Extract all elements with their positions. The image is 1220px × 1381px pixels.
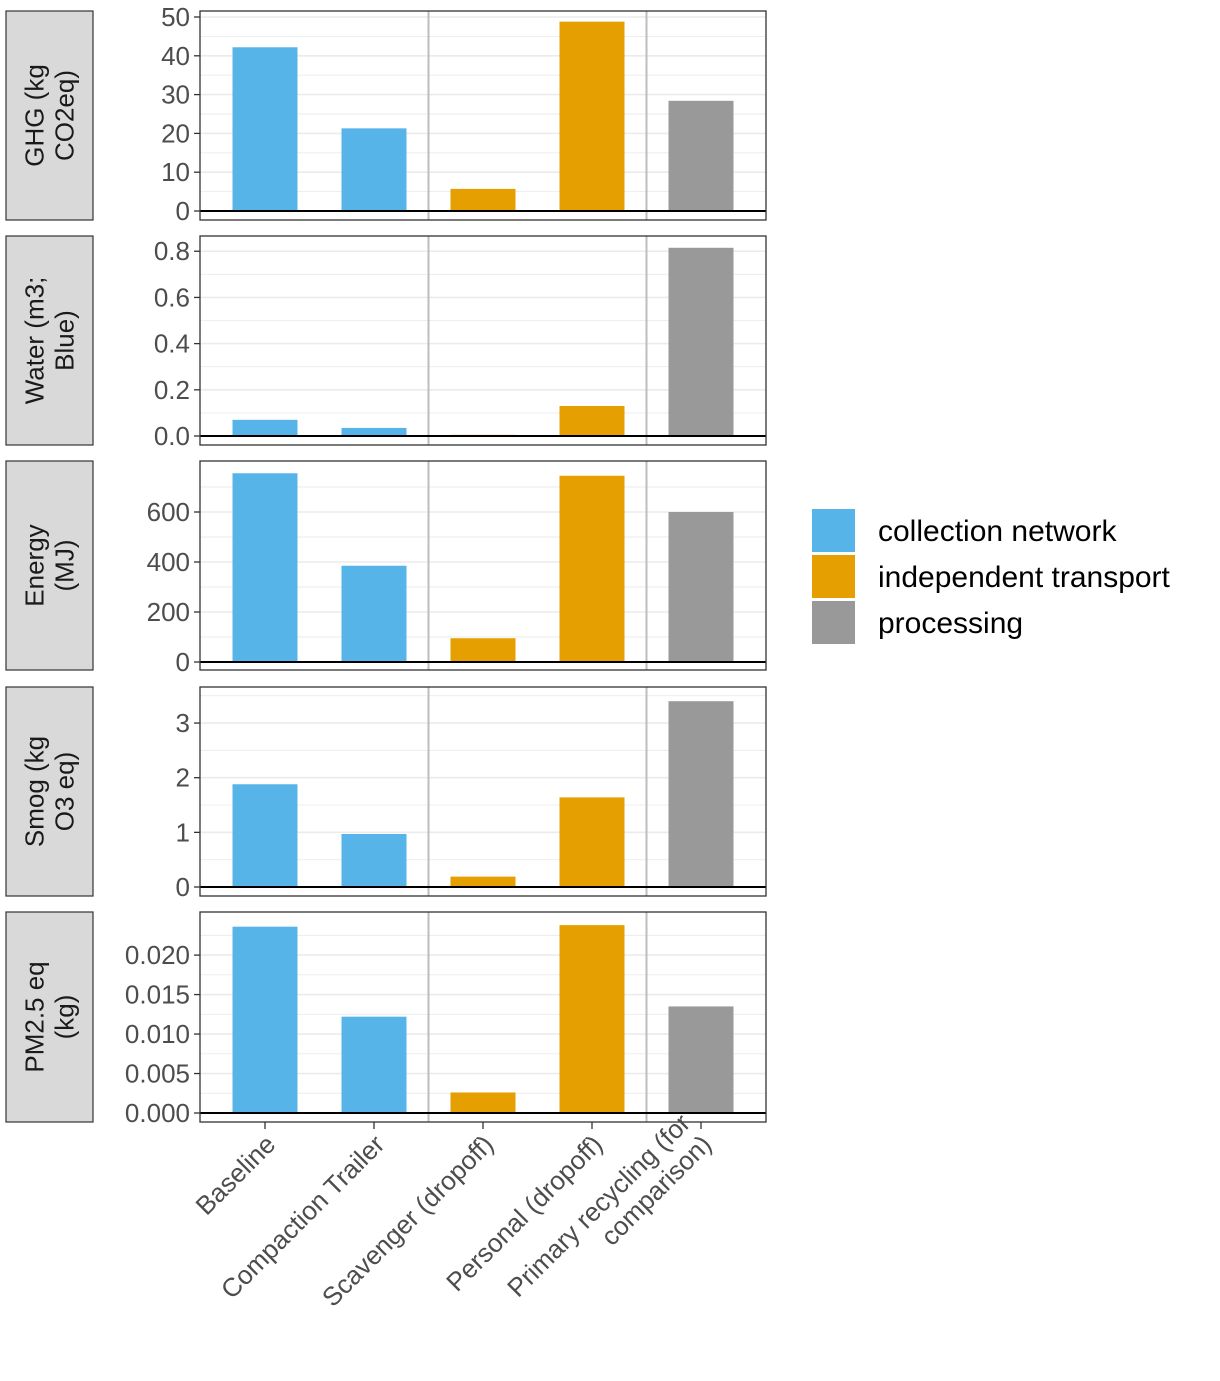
bar	[559, 797, 625, 887]
bar	[341, 427, 407, 436]
y-tick-label: 0	[176, 196, 190, 226]
panel-border	[199, 460, 767, 671]
panel-border	[199, 10, 767, 221]
y-tick-label: 50	[161, 2, 190, 32]
y-tick-label: 0.010	[125, 1019, 190, 1049]
y-tick-label: 0.020	[125, 940, 190, 970]
bar	[559, 21, 625, 211]
bar	[668, 1006, 734, 1113]
legend-label: processing	[878, 607, 1023, 640]
legend-key	[812, 601, 855, 644]
bar	[232, 47, 298, 211]
y-tick-label: 0	[176, 647, 190, 677]
y-tick-label: 0.0	[154, 421, 190, 451]
legend-key	[812, 509, 855, 552]
legend-key	[812, 555, 855, 598]
y-tick-label: 0.005	[125, 1059, 190, 1089]
facet-strip-label: PM2.5 eq(kg)	[20, 961, 80, 1072]
panel-border	[199, 235, 767, 446]
facet-strip	[5, 911, 94, 1123]
y-tick-label: 1	[176, 817, 190, 847]
bar	[341, 128, 407, 211]
y-tick-label: 3	[176, 708, 190, 738]
facet-strip	[5, 686, 94, 897]
bar	[341, 1016, 407, 1113]
y-tick-label: 0.2	[154, 375, 190, 405]
y-tick-label: 0.6	[154, 282, 190, 312]
bar	[450, 876, 516, 887]
y-tick-label: 0	[176, 872, 190, 902]
bar	[559, 475, 625, 662]
bar	[450, 188, 516, 211]
y-tick-label: 10	[161, 157, 190, 187]
bar	[232, 419, 298, 436]
legend-label: independent transport	[878, 561, 1171, 594]
y-tick-label: 200	[147, 597, 190, 627]
facet-strip	[5, 235, 94, 446]
legend-label: collection network	[878, 515, 1117, 548]
bar	[668, 701, 734, 887]
y-tick-label: 0.4	[154, 329, 190, 359]
facet-strip-label: Water (m3;Blue)	[20, 277, 80, 405]
bar	[668, 247, 734, 436]
y-tick-label: 40	[161, 41, 190, 71]
y-tick-label: 0.000	[125, 1098, 190, 1128]
facet-strip-label: GHG (kgCO2eq)	[20, 64, 80, 167]
y-tick-label: 20	[161, 118, 190, 148]
bar	[668, 512, 734, 662]
y-tick-label: 2	[176, 763, 190, 793]
facet-strip	[5, 460, 94, 671]
bar	[559, 405, 625, 436]
bar	[668, 100, 734, 211]
bar	[341, 565, 407, 662]
facet-strip-label: Smog (kgO3 eq)	[20, 736, 80, 847]
panel-border	[199, 686, 767, 897]
x-category-label: Baseline	[190, 1129, 282, 1221]
y-tick-label: 30	[161, 80, 190, 110]
bar	[232, 473, 298, 662]
y-tick-label: 400	[147, 547, 190, 577]
bar	[341, 833, 407, 887]
bar	[232, 926, 298, 1113]
y-tick-label: 0.015	[125, 980, 190, 1010]
facet-strip	[5, 10, 94, 221]
y-tick-label: 600	[147, 497, 190, 527]
bar	[232, 784, 298, 887]
bar	[450, 1092, 516, 1113]
y-tick-label: 0.8	[154, 236, 190, 266]
facet-strip-label: Energy(MJ)	[20, 524, 80, 606]
bar	[450, 638, 516, 662]
bar	[559, 925, 625, 1113]
